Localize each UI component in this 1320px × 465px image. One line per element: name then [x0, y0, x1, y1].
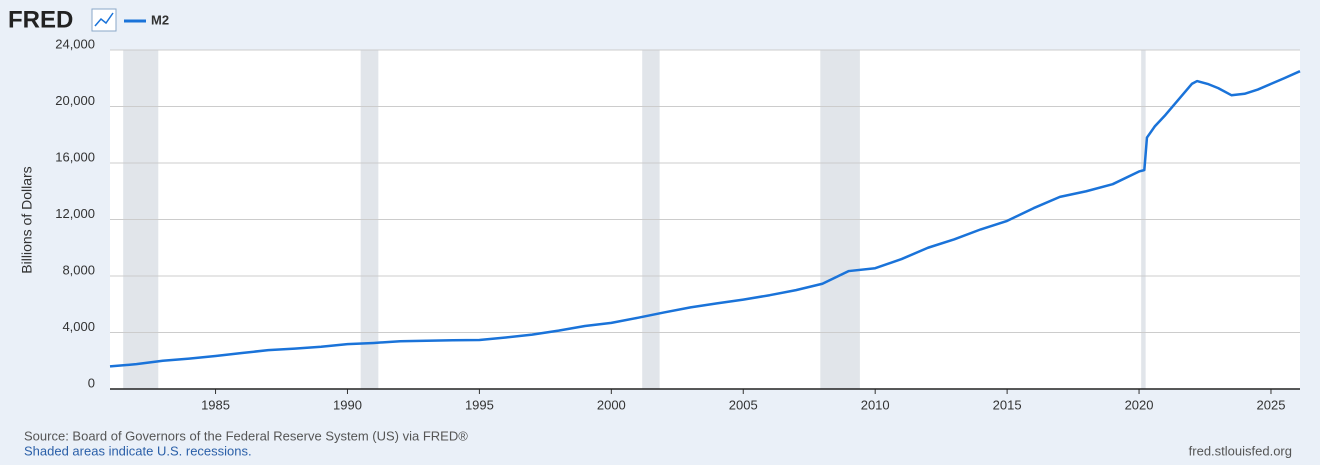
y-tick-label: 12,000 — [55, 206, 95, 221]
x-tick-label: 1995 — [465, 397, 494, 412]
x-tick-label: 2005 — [729, 397, 758, 412]
x-tick-label: 1985 — [201, 397, 230, 412]
series-line — [109, 70, 1301, 368]
y-tick-label: 16,000 — [55, 149, 95, 164]
y-tick-label: 8,000 — [62, 262, 95, 277]
y-tick-label: 24,000 — [55, 36, 95, 51]
logo-icon — [91, 8, 117, 32]
x-tick-label: 2015 — [993, 397, 1022, 412]
source: Source: Board of Governors of the Federa… — [24, 428, 468, 443]
legend-label: M2 — [151, 12, 169, 27]
site[interactable]: fred.stlouisfed.org — [1189, 443, 1292, 458]
x-tick-label: 2010 — [861, 397, 890, 412]
x-tick-label: 2025 — [1257, 397, 1286, 412]
y-tick-label: 4,000 — [62, 319, 95, 334]
x-tick-label: 2020 — [1125, 397, 1154, 412]
x-tick-label: 2000 — [597, 397, 626, 412]
recession-note[interactable]: Shaded areas indicate U.S. recessions. — [24, 443, 252, 458]
logo[interactable]: FRED — [8, 6, 73, 33]
y-tick-label: 20,000 — [55, 93, 95, 108]
x-tick-label: 1990 — [333, 397, 362, 412]
y-axis-label: Billions of Dollars — [19, 166, 35, 273]
y-tick-label: 0 — [88, 375, 95, 390]
